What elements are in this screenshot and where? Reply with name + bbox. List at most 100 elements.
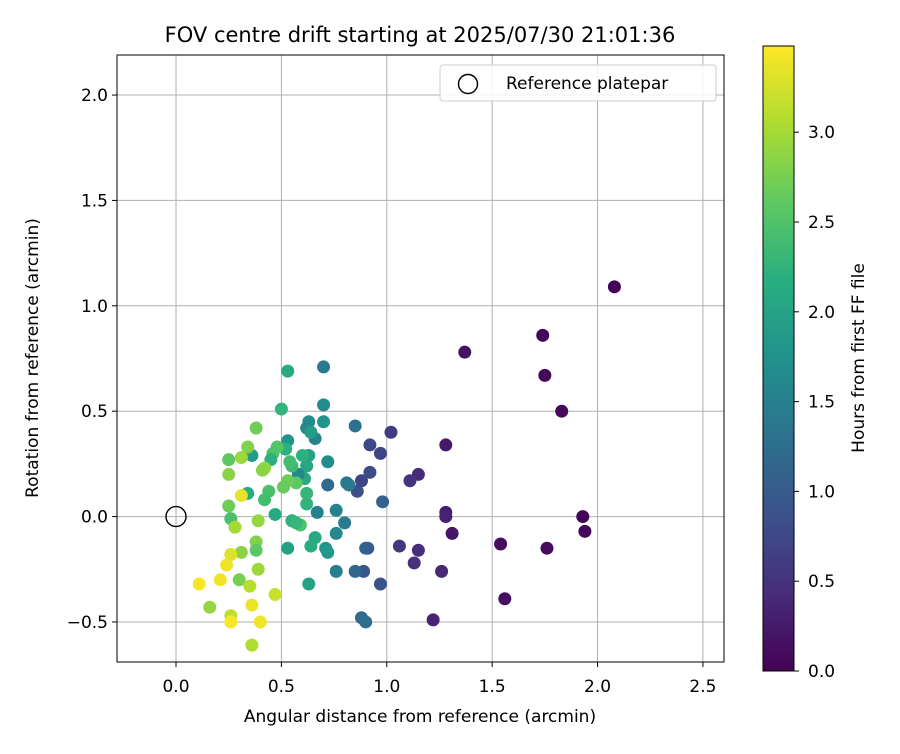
data-point	[249, 421, 263, 435]
data-point	[220, 558, 234, 572]
colorbar-tick-label: 2.5	[808, 213, 835, 233]
data-point	[445, 526, 459, 540]
grid	[117, 55, 724, 662]
colorbar: 0.0 0.5 1.0 1.5 2.0 2.5 3.0 Hours from first F…	[762, 45, 869, 682]
data-point	[376, 495, 390, 509]
data-point	[222, 499, 236, 513]
data-point	[203, 600, 217, 614]
data-point	[289, 516, 303, 530]
data-point	[277, 480, 291, 494]
data-point	[359, 615, 373, 629]
data-point	[222, 453, 236, 467]
legend: Reference platepar	[439, 64, 717, 102]
y-tick-label: 0.5	[81, 402, 108, 422]
data-point	[392, 539, 406, 553]
data-point	[234, 488, 248, 502]
data-point	[329, 526, 343, 540]
y-tick-label: 1.0	[81, 297, 108, 317]
data-point	[232, 573, 246, 587]
colorbar-tick-label: 0.0	[808, 662, 835, 682]
reference-layer	[165, 505, 187, 528]
data-point	[245, 638, 259, 652]
data-point	[268, 588, 282, 602]
data-point	[302, 577, 316, 591]
colorbar-tick-label: 1.5	[808, 393, 835, 413]
data-point	[251, 562, 265, 576]
data-point	[359, 541, 373, 555]
data-point	[268, 507, 282, 521]
legend-box	[439, 64, 717, 102]
data-point	[321, 455, 335, 469]
data-point	[329, 503, 343, 517]
data-point	[536, 328, 550, 342]
data-point	[363, 465, 377, 479]
data-point	[348, 419, 362, 433]
colorbar-ticks: 0.0 0.5 1.0 1.5 2.0 2.5 3.0	[794, 123, 835, 682]
reference-platepar-marker	[165, 505, 187, 528]
data-point	[317, 360, 331, 374]
data-point	[338, 516, 352, 530]
colorbar-tick-label: 2.0	[808, 303, 835, 323]
data-point	[304, 425, 318, 439]
data-point	[234, 545, 248, 559]
y-tick-label: 1.5	[81, 191, 108, 211]
y-tick-label: 0.0	[81, 508, 108, 528]
data-point	[224, 615, 238, 629]
data-point	[342, 478, 356, 492]
data-point	[411, 543, 425, 557]
data-point	[241, 440, 255, 454]
data-point	[384, 425, 398, 439]
data-point	[224, 548, 238, 562]
x-tick-label: 2.0	[584, 677, 611, 697]
data-point	[213, 573, 227, 587]
data-point	[249, 543, 263, 557]
data-point	[373, 577, 387, 591]
data-point	[317, 415, 331, 429]
data-point	[245, 598, 259, 612]
data-point	[439, 510, 453, 524]
legend-label: Reference platepar	[506, 74, 668, 94]
data-point	[300, 459, 314, 473]
y-axis-label: Rotation from reference (arcmin)	[23, 218, 43, 498]
data-point	[295, 448, 309, 462]
data-point	[555, 404, 569, 418]
x-tick-label: 0.5	[268, 677, 295, 697]
data-point	[228, 520, 242, 534]
data-point	[407, 556, 421, 570]
data-point	[310, 505, 324, 519]
data-point	[308, 531, 322, 545]
data-point	[192, 577, 206, 591]
data-point	[576, 510, 590, 524]
y-tick-label: −0.5	[67, 613, 108, 633]
colorbar-tick-label: 0.5	[808, 572, 835, 592]
data-point	[607, 280, 621, 294]
data-point	[426, 613, 440, 627]
data-point	[253, 615, 267, 629]
data-point	[498, 592, 512, 606]
x-tick-label: 1.0	[373, 677, 400, 697]
data-point	[222, 467, 236, 481]
data-point	[403, 474, 417, 488]
colorbar-tick-label: 3.0	[808, 123, 835, 143]
legend-marker-open-circle-icon	[457, 73, 479, 95]
data-point	[321, 478, 335, 492]
data-point	[243, 579, 257, 593]
data-point	[354, 474, 368, 488]
data-point	[373, 446, 387, 460]
colorbar-tick-label: 1.0	[808, 482, 835, 502]
chart-title: FOV centre drift starting at 2025/07/30 …	[165, 23, 676, 47]
colorbar-label: Hours from first FF file	[849, 263, 869, 453]
x-tick-label: 2.5	[689, 677, 716, 697]
data-point	[234, 451, 248, 465]
data-point	[538, 368, 552, 382]
x-axis-label: Angular distance from reference (arcmin)	[244, 707, 596, 727]
data-point	[458, 345, 472, 359]
data-point	[317, 398, 331, 412]
y-tick-label: 2.0	[81, 86, 108, 106]
data-point	[281, 364, 295, 378]
data-point	[281, 541, 295, 555]
data-point	[578, 524, 592, 538]
data-point	[258, 493, 272, 507]
x-tick-label: 0.0	[162, 677, 189, 697]
